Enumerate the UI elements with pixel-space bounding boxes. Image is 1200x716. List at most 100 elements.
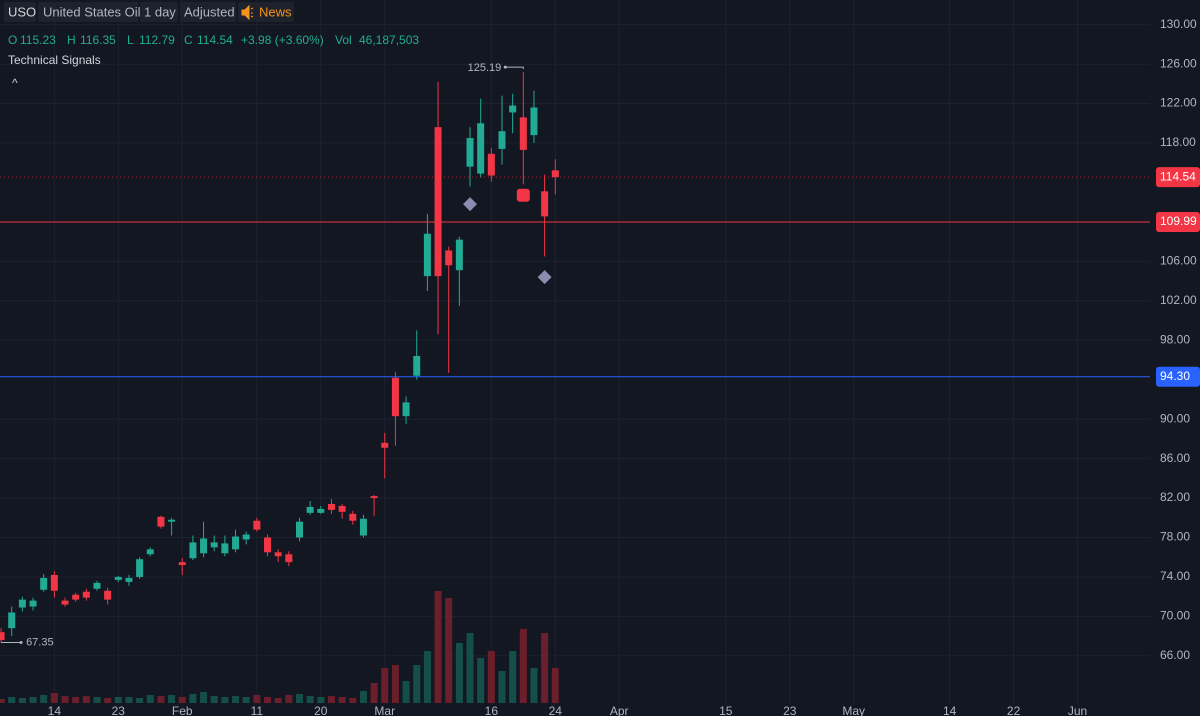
x-tick-label: 11 bbox=[251, 704, 264, 716]
candle-body bbox=[61, 600, 69, 605]
volume-bar bbox=[349, 697, 357, 703]
candle-body bbox=[359, 518, 367, 536]
volume-bar bbox=[200, 692, 208, 703]
ohlc-o: O bbox=[8, 33, 17, 47]
y-tick-label: 90.00 bbox=[1160, 411, 1190, 425]
news[interactable]: News bbox=[259, 4, 292, 19]
candle-body bbox=[136, 559, 144, 577]
interval: 1 day bbox=[144, 4, 176, 19]
volume-bar bbox=[18, 697, 26, 703]
volume-bar bbox=[445, 597, 453, 703]
volume-bar bbox=[0, 698, 5, 703]
x-tick-label: May bbox=[842, 704, 865, 716]
candle-body bbox=[317, 508, 325, 513]
candle-body bbox=[253, 520, 261, 530]
x-tick-label: 14 bbox=[943, 704, 957, 716]
candle-body bbox=[349, 513, 357, 521]
candle-body bbox=[0, 632, 5, 641]
x-tick-label: Mar bbox=[374, 704, 395, 716]
x-tick-label: 23 bbox=[783, 704, 797, 716]
candle-body bbox=[477, 123, 485, 174]
x-tick-label: Feb bbox=[172, 704, 193, 716]
candle-body bbox=[466, 138, 474, 167]
volume-bar bbox=[189, 693, 197, 703]
volume-bar bbox=[221, 697, 229, 703]
y-tick-label: 98.00 bbox=[1160, 332, 1190, 346]
collapse[interactable]: ^ bbox=[12, 76, 18, 90]
price-tag-label: 109.99 bbox=[1160, 214, 1197, 228]
vol: Vol bbox=[335, 33, 352, 47]
volume-bar bbox=[541, 632, 549, 703]
price-tag bbox=[1156, 211, 1200, 232]
candle-body bbox=[370, 496, 378, 499]
candle-body bbox=[221, 543, 229, 554]
candle-body bbox=[8, 612, 16, 629]
candle-body bbox=[413, 356, 421, 376]
volume-bar bbox=[146, 694, 154, 703]
header-box[interactable] bbox=[180, 2, 236, 22]
candle-body bbox=[168, 519, 176, 522]
header-box[interactable] bbox=[4, 2, 36, 22]
candle-body bbox=[338, 505, 346, 512]
y-tick-label: 106.00 bbox=[1160, 254, 1197, 268]
volume-bar bbox=[93, 697, 101, 703]
min-dot bbox=[19, 641, 23, 645]
candle-body bbox=[434, 127, 442, 277]
adjust: Adjusted bbox=[184, 4, 235, 19]
volume-bar bbox=[50, 692, 58, 703]
candle-body bbox=[391, 377, 399, 417]
volume-bar bbox=[8, 697, 16, 703]
y-tick-label: 130.00 bbox=[1160, 17, 1197, 31]
volume-bar bbox=[72, 697, 80, 703]
candle-body bbox=[232, 536, 240, 550]
volume-bar bbox=[434, 591, 442, 703]
header-box[interactable] bbox=[38, 2, 138, 22]
ohlc-value: 116.35 bbox=[80, 33, 116, 47]
signal-diamond bbox=[537, 270, 552, 285]
signal-square bbox=[516, 188, 530, 202]
candle-body bbox=[423, 233, 431, 277]
candle-body bbox=[487, 153, 495, 176]
volume-bar bbox=[402, 681, 410, 703]
price-tag-label: 94.30 bbox=[1160, 369, 1190, 383]
volume-bar bbox=[295, 693, 303, 703]
candle-body bbox=[72, 594, 80, 600]
candle-body bbox=[519, 117, 527, 150]
volume-bar bbox=[391, 664, 399, 703]
candle-body bbox=[381, 442, 389, 448]
volume-bar bbox=[253, 694, 261, 703]
plot: 125.19 67.35 bbox=[0, 62, 1150, 703]
volume-bar bbox=[551, 668, 559, 703]
volume-bar bbox=[125, 697, 133, 703]
candle-body bbox=[29, 600, 37, 607]
price-axis bbox=[1150, 0, 1200, 716]
vol-value: 46,187,503 bbox=[359, 33, 419, 47]
x-tick-label: 20 bbox=[314, 704, 328, 716]
volume-bar bbox=[61, 696, 69, 703]
candle-body bbox=[274, 552, 282, 557]
y-tick-label: 70.00 bbox=[1160, 609, 1190, 623]
candle-body bbox=[551, 170, 559, 178]
volume-bar bbox=[381, 667, 389, 703]
y-tick-label: 102.00 bbox=[1160, 293, 1197, 307]
candle-body bbox=[455, 239, 463, 271]
volume-bar bbox=[210, 696, 218, 703]
max-dot bbox=[503, 65, 507, 69]
candle-body bbox=[509, 105, 517, 113]
candle-body bbox=[93, 582, 101, 589]
candle-body bbox=[210, 542, 218, 548]
candle-body bbox=[18, 599, 26, 608]
price-tag bbox=[1156, 366, 1200, 387]
candle-body bbox=[125, 577, 133, 582]
candle-body bbox=[40, 577, 48, 590]
y-tick-label: 126.00 bbox=[1160, 56, 1197, 70]
volume-bar bbox=[178, 697, 186, 703]
header-box[interactable] bbox=[140, 2, 178, 22]
x-tick-label: 14 bbox=[48, 704, 62, 716]
candle-body bbox=[157, 516, 165, 527]
y-tick-label: 66.00 bbox=[1160, 648, 1190, 662]
ohlc-value: 112.79 bbox=[139, 33, 175, 47]
volume-bar bbox=[455, 642, 463, 703]
news-icon bbox=[241, 4, 254, 21]
